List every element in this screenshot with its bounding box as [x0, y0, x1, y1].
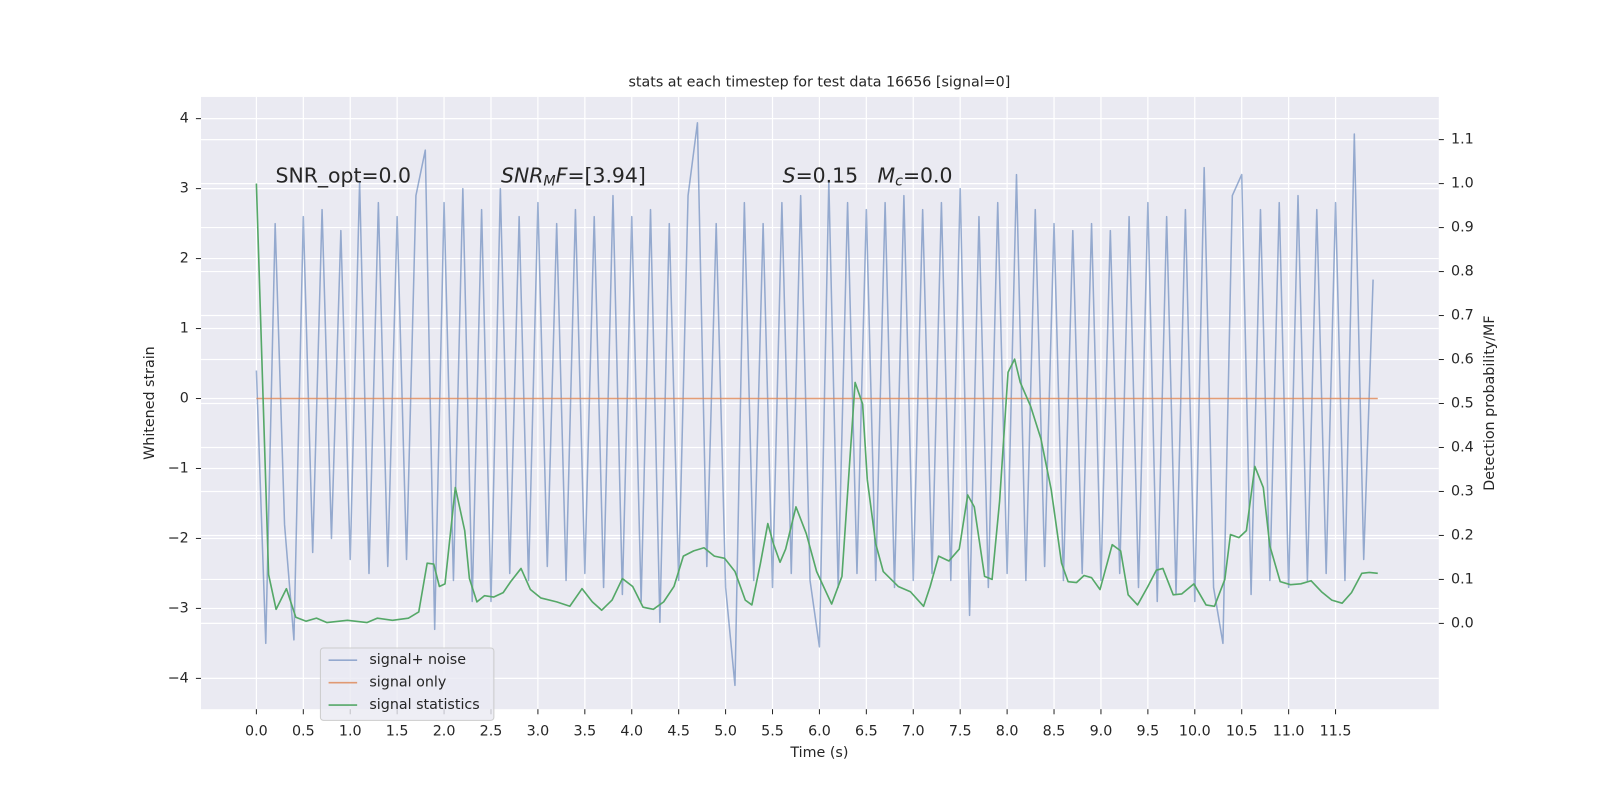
x-tick-label: 0.5 [292, 724, 315, 740]
y2-tick-label: 1.0 [1451, 176, 1474, 192]
x-tick-label: 11.0 [1273, 724, 1305, 740]
x-tick-label: 1.5 [386, 724, 409, 740]
y2-tick-label: 0.2 [1451, 527, 1474, 543]
y2-tick-label: 0.3 [1451, 483, 1474, 499]
x-tick-label: 2.5 [480, 724, 503, 740]
x-tick-label: 6.0 [808, 724, 831, 740]
legend-label: signal+ noise [369, 652, 466, 668]
y2-tick-label: 1.1 [1451, 132, 1474, 148]
series-line [255, 122, 1374, 687]
annotation-part: =[3.94] [567, 164, 645, 188]
x-tick-label: 0.0 [245, 724, 268, 740]
x-tick-label: 9.5 [1137, 724, 1160, 740]
y-tick-label: −4 [168, 670, 189, 686]
annotation: SNRMF=[3.94] [501, 164, 646, 190]
annotation-part: M [543, 174, 555, 190]
annotation-part: c [895, 174, 903, 190]
y2-tick-label: 0.5 [1451, 396, 1474, 412]
x-tick-label: 4.5 [667, 724, 690, 740]
y-tick-label: 0 [180, 391, 189, 407]
annotation: S=0.15 Mc=0.0 [783, 164, 953, 190]
y2-tick-label: 0.9 [1451, 220, 1474, 236]
annotation: SNR_opt=0.0 [276, 164, 412, 189]
y-tick-label: −1 [168, 460, 189, 476]
y2-tick-label: 0.7 [1451, 308, 1474, 324]
y-tick-label: 1 [180, 321, 189, 337]
x-tick-label: 7.0 [902, 724, 925, 740]
annotation-part: SNR_opt=0.0 [276, 164, 412, 189]
legend-box [319, 647, 495, 721]
y2-tick-label: 0.0 [1451, 615, 1474, 631]
x-tick-label: 5.0 [714, 724, 737, 740]
x-tick-label: 10.0 [1179, 724, 1211, 740]
x-tick-label: 10.5 [1226, 724, 1258, 740]
legend-label: signal only [369, 675, 446, 691]
annotation-part: F [556, 164, 568, 188]
y-tick-label: −2 [168, 530, 189, 546]
x-axis-label: Time (s) [789, 745, 848, 761]
annotation-part: SNR [501, 164, 543, 188]
y2-axis-label: Detection probability/MF [1482, 315, 1498, 490]
y-tick-label: 2 [180, 251, 189, 267]
y-tick-label: 4 [180, 111, 189, 127]
x-tick-label: 3.0 [527, 724, 550, 740]
x-tick-label: 3.5 [573, 724, 596, 740]
y-axis-label: Whitened strain [142, 346, 158, 460]
x-tick-label: 5.5 [761, 724, 784, 740]
y2-tick-label: 0.6 [1451, 352, 1474, 368]
x-tick-label: 6.5 [855, 724, 878, 740]
annotation-part: =0.15 [796, 164, 878, 188]
x-tick-label: 1.0 [339, 724, 362, 740]
y-tick-label: 3 [180, 181, 189, 197]
x-tick-label: 9.0 [1090, 724, 1113, 740]
x-tick-label: 8.0 [996, 724, 1019, 740]
x-tick-label: 8.5 [1043, 724, 1066, 740]
x-tick-label: 7.5 [949, 724, 972, 740]
annotation-part: S [783, 164, 796, 188]
x-tick-label: 11.5 [1320, 724, 1352, 740]
y2-tick-label: 0.4 [1451, 439, 1474, 455]
y2-tick-label: 0.8 [1451, 264, 1474, 280]
annotation-part: =0.0 [903, 164, 953, 188]
y2-tick-label: 0.1 [1451, 571, 1474, 587]
series-line [255, 183, 1378, 624]
x-tick-label: 4.0 [620, 724, 643, 740]
x-tick-label: 2.0 [433, 724, 456, 740]
y-tick-label: −3 [168, 600, 189, 616]
annotation-part: M [878, 164, 896, 188]
chart-title: stats at each timestep for test data 166… [628, 75, 1010, 91]
legend-label: signal statistics [369, 697, 479, 713]
